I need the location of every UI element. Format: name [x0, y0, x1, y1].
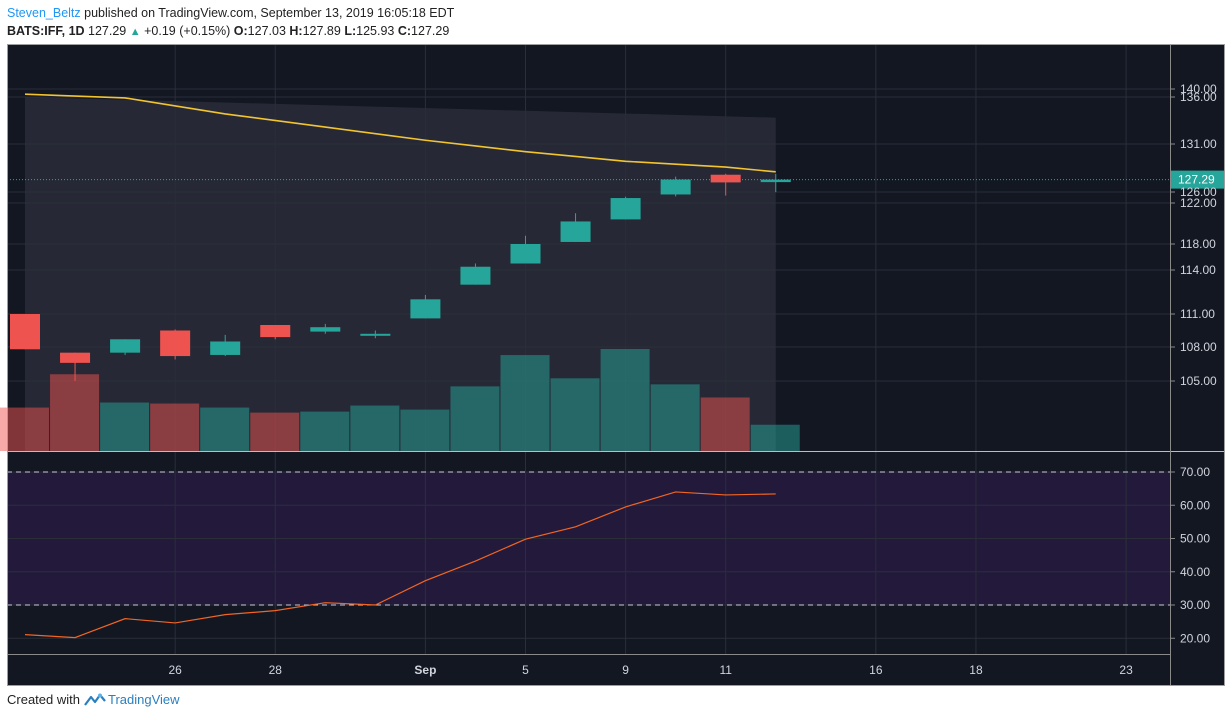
volume-bar-1 — [50, 374, 100, 451]
volume-bar-8 — [400, 409, 450, 451]
candle-body-4 — [210, 341, 241, 355]
time-axis-background — [7, 654, 1170, 686]
rsi-tick-label-1: 60.00 — [1180, 498, 1210, 512]
candle-body-3 — [160, 330, 191, 357]
volume-bar-2 — [100, 402, 150, 451]
price-tick-label-0: 140.00 — [1180, 82, 1217, 96]
rsi-tick-label-0: 70.00 — [1180, 465, 1210, 479]
candle-body-7 — [360, 333, 391, 336]
candle-body-6 — [310, 327, 341, 332]
time-tick-label-8: 23 — [1119, 663, 1133, 677]
volume-bar-9 — [450, 386, 500, 451]
candle-body-9 — [460, 266, 491, 285]
volume-bar-7 — [350, 405, 400, 451]
time-tick-label-0: 26 — [168, 663, 182, 677]
symbol-label: BATS:IFF, 1D — [7, 24, 85, 38]
tradingview-logo[interactable]: TradingView — [84, 692, 180, 707]
time-tick-label-2: Sep — [414, 663, 436, 677]
low-value: 125.93 — [356, 24, 395, 38]
price-tick-label-4: 122.00 — [1180, 196, 1217, 210]
candle-body-8 — [410, 299, 441, 319]
price-tick-label-6: 114.00 — [1180, 263, 1216, 277]
price-tick-label-1: 136.00 — [1180, 90, 1217, 104]
rsi-tick-label-3: 40.00 — [1180, 565, 1210, 579]
price-tick-label-3: 126.00 — [1180, 185, 1217, 199]
rsi-tick-label-5: 20.00 — [1180, 631, 1210, 645]
rsi-line — [24, 491, 776, 639]
volume-bar-12 — [600, 349, 650, 451]
volume-bar-10 — [500, 355, 550, 451]
triangle-up-icon: ▲ — [129, 26, 141, 38]
candle-body-2 — [110, 339, 141, 353]
range-shade — [25, 97, 776, 451]
volume-bar-0 — [0, 407, 49, 451]
last-price-tag — [1170, 170, 1225, 189]
time-tick-label-5: 11 — [719, 663, 732, 677]
candle-body-13 — [660, 179, 691, 195]
price-tick-label-7: 111.00 — [1180, 307, 1215, 321]
price-tick-label-5: 118.00 — [1180, 237, 1216, 251]
time-tick-label-6: 16 — [869, 663, 883, 677]
volume-bar-6 — [300, 411, 350, 451]
open-value: 127.03 — [247, 24, 286, 38]
price-change: +0.19 (+0.15%) — [144, 24, 231, 38]
high-value: 127.89 — [302, 24, 341, 38]
volume-bar-14 — [700, 397, 750, 451]
candle-body-0 — [10, 314, 40, 350]
candle-body-11 — [560, 221, 591, 242]
high-label: H: — [289, 24, 303, 38]
volume-bar-5 — [250, 412, 300, 451]
volume-bar-13 — [650, 384, 700, 451]
rsi-tick-label-2: 50.00 — [1180, 532, 1210, 546]
candle-body-1 — [60, 352, 91, 363]
rsi-tick-label-4: 30.00 — [1180, 598, 1210, 612]
chart-area[interactable]: 127.29 140.00 136.00 131.00 126.00 122.00 118.… — [0, 44, 1232, 686]
chart-frame — [7, 44, 1225, 686]
candle-body-15 — [760, 179, 791, 183]
price-axis-background — [1170, 44, 1225, 686]
tradingview-brand: TradingView — [107, 692, 180, 707]
price-tick-label-9: 105.00 — [1180, 374, 1217, 388]
low-label: L: — [344, 24, 357, 38]
footer: Created with TradingView — [7, 692, 180, 707]
created-with-text: Created with — [7, 692, 80, 707]
symbol-ohlc-row: BATS:IFF, 1D 127.29 ▲ +0.19 (+0.15%) O:1… — [7, 22, 454, 41]
published-text: published on TradingView.com, September … — [84, 6, 455, 20]
price-tick-label-8: 108.00 — [1180, 340, 1217, 354]
candle-body-12 — [610, 198, 641, 220]
candle-body-5 — [260, 325, 291, 338]
volume-bar-11 — [550, 378, 600, 451]
tradingview-logo-icon — [84, 693, 106, 706]
price-tick-label-2: 131.00 — [1180, 137, 1217, 151]
last-price: 127.29 — [88, 24, 127, 38]
open-label: O: — [233, 24, 248, 38]
close-label: C: — [397, 24, 412, 38]
close-value: 127.29 — [411, 24, 450, 38]
time-tick-label-3: 5 — [522, 663, 529, 677]
publish-line: Steven_Beltz published on TradingView.co… — [7, 4, 454, 22]
candle-body-14 — [710, 174, 741, 183]
author-link[interactable]: Steven_Beltz — [7, 6, 81, 20]
time-tick-label-4: 9 — [622, 663, 629, 677]
chart-header: Steven_Beltz published on TradingView.co… — [7, 4, 454, 41]
candle-body-10 — [510, 244, 541, 264]
last-price-tag-text: 127.29 — [1178, 173, 1215, 187]
time-tick-label-1: 28 — [269, 663, 283, 677]
volume-bar-3 — [150, 403, 200, 451]
time-tick-label-7: 18 — [969, 663, 983, 677]
volume-bar-4 — [200, 407, 250, 451]
moving-average-line — [24, 93, 776, 173]
volume-bar-15 — [750, 424, 800, 451]
